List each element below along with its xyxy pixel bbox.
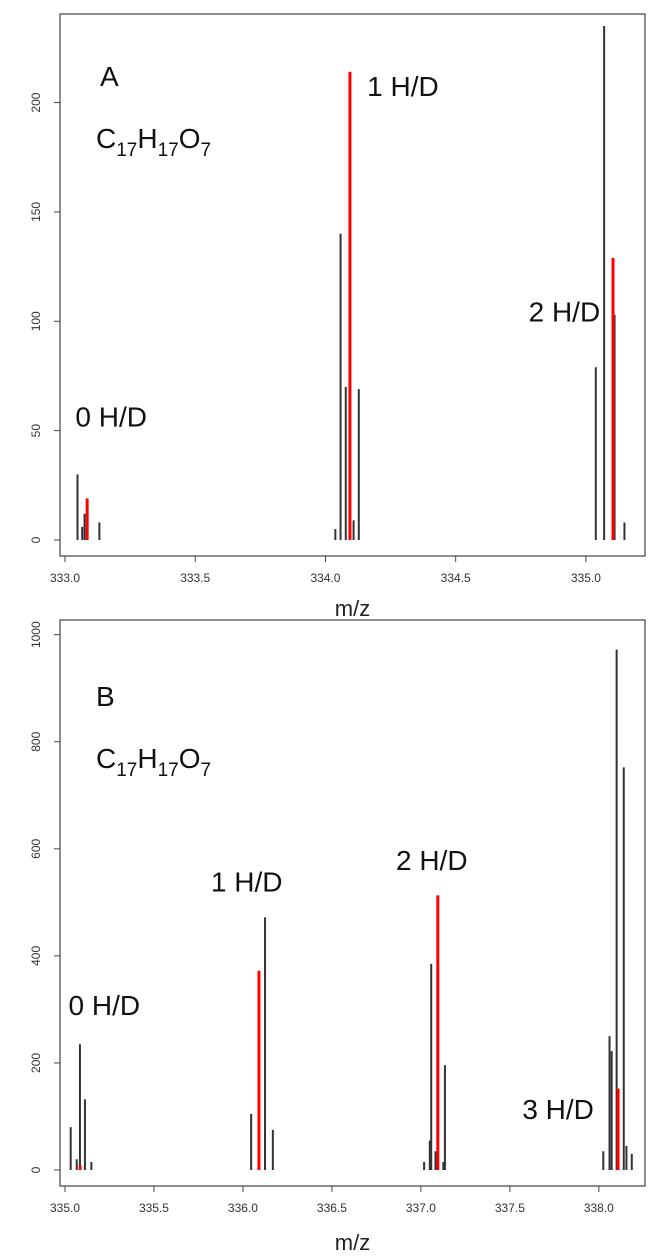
x-tick-label: 335.0	[50, 1201, 80, 1215]
formula-element: O	[179, 743, 201, 774]
x-tick-label: 335.0	[571, 571, 601, 585]
panel-label: A	[100, 61, 119, 92]
formula-element: C	[96, 743, 116, 774]
x-tick-label: 337.5	[495, 1201, 525, 1215]
y-tick-label: 100	[29, 311, 43, 331]
x-axis-title: m/z	[335, 1230, 370, 1255]
x-tick-label: 334.0	[310, 571, 340, 585]
formula-element: C	[96, 123, 116, 154]
x-tick-label: 333.0	[50, 571, 80, 585]
formula-subscript: 17	[116, 140, 137, 161]
y-tick-label: 200	[29, 1053, 43, 1073]
y-tick-label: 200	[29, 92, 43, 112]
plot-frame	[59, 13, 646, 557]
isotope-annotation: 1 H/D	[367, 71, 439, 102]
y-tick-label: 0	[29, 536, 43, 543]
formula-subscript: 17	[116, 760, 137, 781]
formula-subscript: 17	[158, 140, 179, 161]
x-tick-label: 333.5	[180, 571, 210, 585]
y-tick-label: 800	[29, 731, 43, 751]
panel-b: 0 200 400 600 800 1000 335.0 335.5 336.0 336.5 337…	[29, 619, 646, 1255]
isotope-annotation: 2 H/D	[529, 296, 601, 327]
x-tick-label: 335.5	[139, 1201, 169, 1215]
formula-element: O	[179, 123, 201, 154]
x-tick-label: 334.5	[441, 571, 471, 585]
isotope-annotation: 2 H/D	[396, 845, 468, 876]
isotope-annotation: 1 H/D	[211, 867, 283, 898]
y-tick-label: 150	[29, 202, 43, 222]
chemical-formula: C17H17O7	[96, 743, 211, 781]
y-tick-label: 1000	[29, 621, 43, 648]
y-tick-label: 400	[29, 946, 43, 966]
formula-subscript: 7	[201, 760, 212, 781]
isotope-annotation: 0 H/D	[75, 401, 147, 432]
x-axis-title: m/z	[335, 596, 370, 621]
chemical-formula: C17H17O7	[96, 123, 211, 161]
plot-frame	[59, 619, 646, 1187]
y-tick-label: 600	[29, 838, 43, 858]
isotope-annotation: 3 H/D	[522, 1094, 594, 1125]
panel-a: 0 50 100 150 200 333.0 333.5 334.0 334.5 335.0 m/z…	[29, 13, 646, 621]
x-tick-label: 338.0	[584, 1201, 614, 1215]
y-tick-label: 50	[29, 424, 43, 438]
isotope-annotation: 0 H/D	[69, 990, 141, 1021]
formula-subscript: 17	[158, 760, 179, 781]
y-tick-label: 0	[29, 1166, 43, 1173]
x-tick-label: 336.5	[317, 1201, 347, 1215]
panel-label: B	[96, 681, 115, 712]
x-tick-label: 337.0	[406, 1201, 436, 1215]
formula-element: H	[137, 743, 157, 774]
x-tick-label: 336.0	[228, 1201, 258, 1215]
formula-element: H	[137, 123, 157, 154]
formula-subscript: 7	[201, 140, 212, 161]
